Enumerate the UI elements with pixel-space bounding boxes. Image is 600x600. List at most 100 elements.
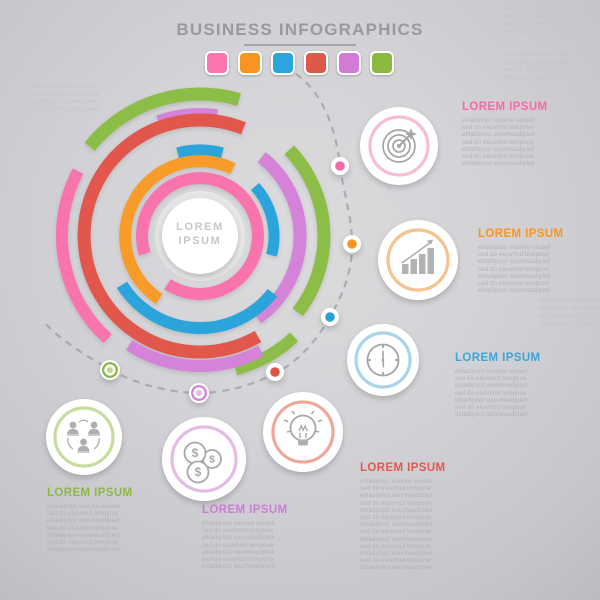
text-line: sed do eiusmod tempor bbox=[538, 298, 600, 304]
text-line: sed do eiusmod tempose bbox=[202, 557, 274, 564]
text-line: elitadipisci eiusmoadipieli bbox=[202, 549, 275, 556]
item-heading: LOREM IPSUM bbox=[478, 228, 564, 240]
text-line: sed do eiusmod tempose bbox=[202, 528, 274, 535]
center-label-line2: IPSUM bbox=[178, 235, 222, 247]
milestone-marker-pink bbox=[331, 157, 349, 175]
text-line: elitadipisci eiusmoadipieli bbox=[360, 522, 433, 529]
item-block-goal: LOREM IPSUM elitadipisci eiusmo eiusell s… bbox=[462, 101, 584, 168]
text-line: sed do eiusmod tempor bbox=[504, 6, 571, 12]
item-body: elitadipisci eiusmo eiusell sed do eiusmo… bbox=[202, 521, 324, 571]
text-line: elitadipisci eiusmodipiel bbox=[504, 13, 572, 20]
text-line: elitadipisci eiusmoadipieli bbox=[202, 564, 275, 571]
growth-chart-icon bbox=[401, 239, 434, 274]
text-line: sed do eiusmod tempose bbox=[455, 405, 527, 412]
spiral-arcs bbox=[55, 87, 331, 376]
text-line: sed do eiusmod tempor bbox=[504, 52, 571, 58]
lightbulb-icon bbox=[283, 410, 323, 446]
text-line: elitadipisci eiusmo eiusell bbox=[462, 118, 535, 124]
text-line: elitadipisci eiusmoadipieli bbox=[478, 259, 551, 266]
text-line: elitadipisci eiusmoadipieli bbox=[462, 161, 535, 168]
item-block-finance: LOREM IPSUM elitadipisci eiusmo eiusell s… bbox=[202, 504, 324, 571]
text-line: elitadipisci eiusmoadipieli bbox=[455, 383, 528, 390]
item-block-idea: LOREM IPSUM elitadipisci eiusmo eiusell s… bbox=[360, 462, 482, 573]
item-heading: LOREM IPSUM bbox=[47, 487, 133, 499]
text-line: elitadipisci eiusmoadipieli bbox=[360, 551, 433, 558]
text-line: sed do eiusmod tempose bbox=[360, 543, 432, 550]
text-line: sed do eiusmod tempor bbox=[538, 313, 600, 320]
milestone-marker-green bbox=[100, 360, 120, 380]
text-line: elitadipisci eiusmoadipieli bbox=[455, 397, 528, 404]
arc-orchid-bottom bbox=[125, 339, 264, 372]
text-line: sed do eiusmod tempose bbox=[478, 266, 550, 273]
faint-text-block: sed do eiusmod tempor elitadipisci eiusmo… bbox=[538, 298, 600, 328]
palette-swatch bbox=[304, 51, 328, 75]
text-line: elitadipisci eiusmoadipieli bbox=[47, 518, 120, 525]
item-heading: LOREM IPSUM bbox=[462, 101, 548, 113]
arc-pink-inner bbox=[135, 172, 264, 300]
page-title: BUSINESS INFOGRAPHICS bbox=[176, 20, 424, 39]
text-line: elitadipisci eiusmoadipieli bbox=[360, 536, 433, 543]
team-icon bbox=[67, 419, 100, 453]
milestone-marker-purple bbox=[189, 383, 209, 403]
item-circle-team bbox=[46, 399, 122, 475]
text-line: sed do eiusmod tempose bbox=[360, 529, 432, 536]
text-line: sed do eiusmod tempose bbox=[47, 511, 119, 518]
svg-text:$: $ bbox=[192, 446, 199, 460]
faint-text-block: elitadipisci eiusmodipiel sed do eiusmod … bbox=[28, 84, 99, 114]
faint-text-block: sed do eiusmod tempor elitadipisci eiusmo… bbox=[504, 6, 572, 36]
faint-text-block: sed do eiusmod tempor elitadipisci eiusmo… bbox=[504, 52, 572, 82]
item-body: elitadipisci eiusmo eiusell sed do eiusmo… bbox=[462, 118, 584, 168]
text-line: elitadipisci eiusmoadipieli bbox=[360, 507, 433, 514]
item-body: elitadipisci eiusmo eiusell sed do eiusmo… bbox=[478, 245, 600, 295]
item-heading: LOREM IPSUM bbox=[455, 352, 541, 364]
text-line: elitadipisci eiusmodipiel bbox=[538, 320, 600, 327]
text-line: elitadipisci eiusmo eiusell bbox=[47, 504, 120, 510]
text-line: sed do eiusmod tempor bbox=[504, 21, 571, 28]
text-line: sed do eiusmod tempose bbox=[28, 91, 100, 98]
text-line: sed do eiusmod tempose bbox=[455, 376, 527, 383]
text-line: elitadipisci eiusmodipiel bbox=[28, 84, 96, 90]
palette-swatch bbox=[205, 51, 229, 75]
center-circle bbox=[155, 191, 245, 281]
text-line: elitadipisci eiusmo eiusell bbox=[202, 521, 275, 527]
arc-blue-top bbox=[176, 144, 224, 159]
arc-orchid-right bbox=[253, 152, 307, 324]
text-line: elitadipisci eiusmoadipieli bbox=[360, 493, 433, 500]
text-line: elitadipisci eiusmodipiel bbox=[504, 74, 572, 81]
palette-swatch bbox=[370, 51, 394, 75]
svg-text:$: $ bbox=[209, 455, 215, 466]
item-body: elitadipisci eiusmo eiusell sed do eiusmo… bbox=[47, 504, 169, 554]
arc-green-top bbox=[84, 87, 241, 151]
text-line: elitadipisci eiusmodipiel bbox=[28, 99, 96, 106]
text-line: elitadipisci eiusmoadipieli bbox=[455, 412, 528, 419]
milestone-marker-orange bbox=[343, 235, 361, 253]
arc-blue-bottom bbox=[116, 281, 278, 335]
item-body: elitadipisci eiusmo eiusell sed do eiusmo… bbox=[360, 479, 482, 573]
text-line: sed do eiusmod tempose bbox=[47, 540, 119, 547]
text-line: sed do eiusmod tempose bbox=[47, 525, 119, 532]
text-line: sed do eiusmod tempose bbox=[478, 281, 550, 288]
text-line: sed do eiusmod tempose bbox=[360, 515, 432, 522]
title-underline bbox=[244, 44, 356, 46]
svg-text:$: $ bbox=[195, 465, 202, 479]
coins-icon: $ $ $ bbox=[183, 441, 222, 484]
arc-pink-outer bbox=[55, 168, 112, 344]
palette-swatch bbox=[337, 51, 361, 75]
item-block-growth: LOREM IPSUM elitadipisci eiusmo eiusell s… bbox=[478, 228, 600, 295]
text-line: sed do eiusmod tempose bbox=[360, 486, 432, 493]
arc-green-right bbox=[284, 145, 331, 317]
text-line: elitadipisci eiusmoadipieli bbox=[478, 273, 551, 280]
text-line: elitadipisci eiusmo eiusell bbox=[478, 245, 551, 251]
text-line: sed do eiusmod tempose bbox=[455, 390, 527, 397]
text-line: elitadipisci eiusmodipiel bbox=[504, 28, 572, 35]
text-line: elitadipisci eiusmoadipieli bbox=[462, 132, 535, 139]
milestone-marker-red bbox=[266, 363, 284, 381]
text-line: elitadipisci eiusmoadipieli bbox=[47, 532, 120, 539]
item-body: elitadipisci eiusmo eiusell sed do eiusmo… bbox=[455, 369, 577, 419]
item-circle-growth bbox=[378, 220, 458, 300]
text-line: sed do eiusmod tempose bbox=[360, 558, 432, 565]
text-line: elitadipisci eiusmoadipieli bbox=[478, 288, 551, 295]
text-line: elitadipisci eiusmoadipieli bbox=[360, 565, 433, 572]
